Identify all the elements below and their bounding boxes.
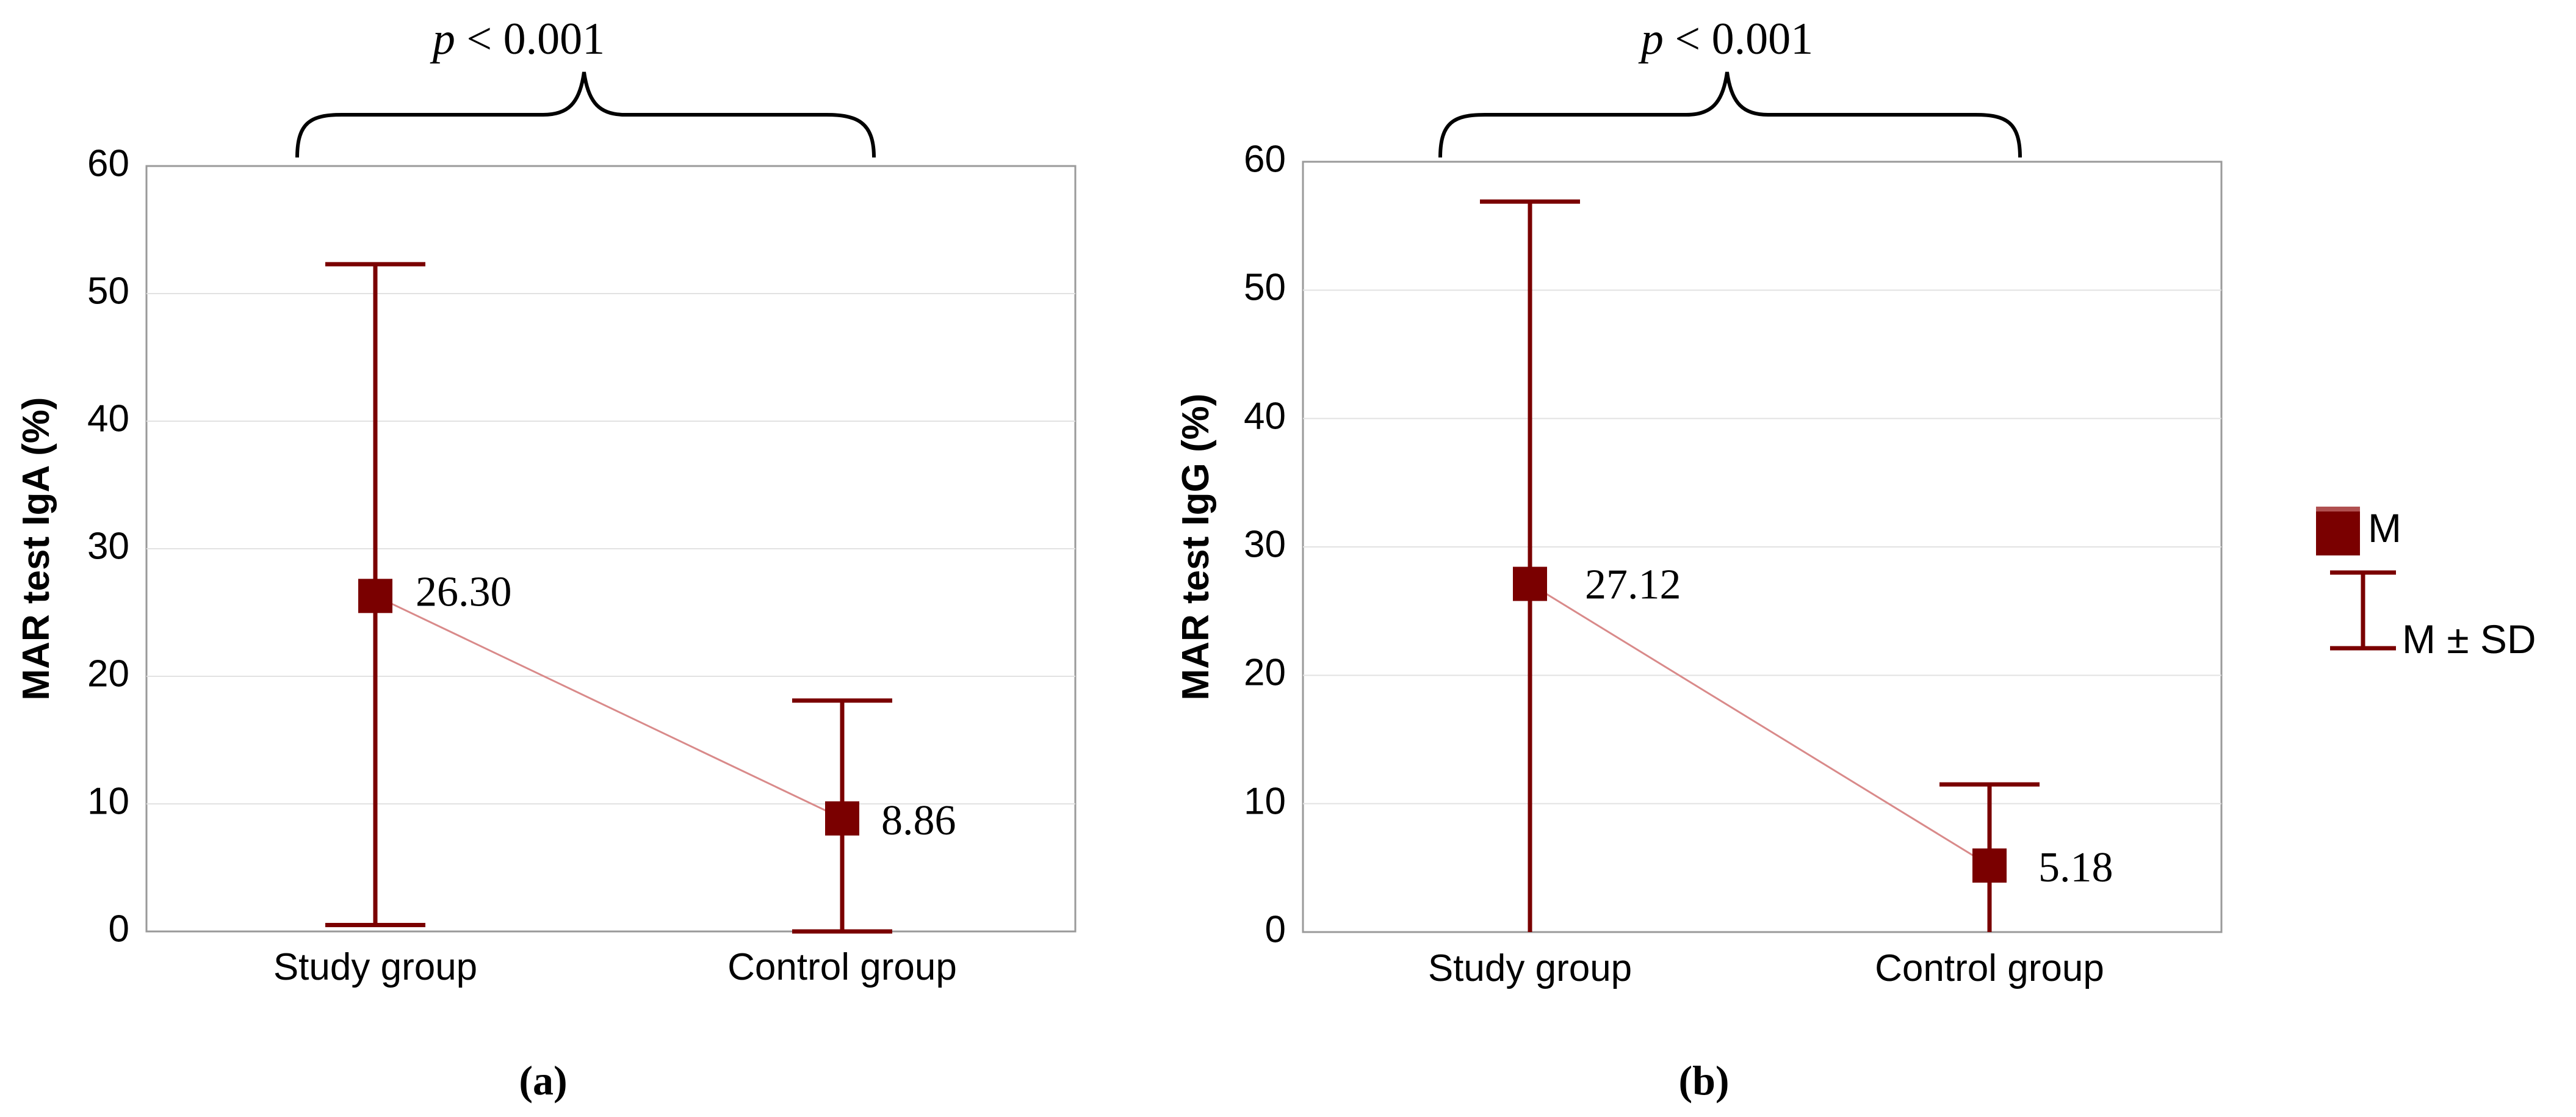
legend-mean-label: M [2368,505,2401,551]
y-tick-label: 50 [1244,266,1286,308]
y-tick-label: 0 [1265,908,1286,950]
y-tick-label: 20 [87,652,129,695]
panel-a: 0 10 20 30 40 50 60 MAR test IgA (%) Stu… [15,14,1077,1104]
x-tick-label: Control group [1875,947,2104,989]
y-tick-label: 20 [1244,651,1286,693]
y-tick-label: 10 [87,780,129,822]
y-tick-label: 30 [1244,523,1286,565]
mean-marker [1513,566,1547,601]
p-symbol: p [1638,14,1664,64]
significance-annotation: p < 0.001 [430,14,605,64]
mean-value-label: 8.86 [881,797,956,844]
x-tick-label: Study group [1428,947,1632,989]
mean-value-label: 27.12 [1585,562,1681,609]
mean-value-label: 5.18 [2038,844,2113,891]
y-tick-label: 40 [1244,395,1286,437]
y-axis-title: MAR test IgG (%) [1175,394,1217,701]
significance-brace [1438,71,2022,158]
grid-lines [1303,289,2221,804]
p-threshold: < 0.001 [455,14,605,64]
mean-marker [358,579,392,613]
error-bar-control-group: 5.18 [1939,782,2113,932]
error-bar-study-group: 27.12 [1480,199,1681,932]
y-axis-title: MAR test IgA (%) [15,397,57,700]
legend-mean-marker-highlight [2316,507,2360,512]
significance-annotation: p < 0.001 [1638,14,1813,64]
y-tick-labels: 0 10 20 30 40 50 60 [87,142,129,950]
panel-b: 0 10 20 30 40 50 60 MAR test IgG (%) Stu… [1175,14,2223,1104]
panel-label: (b) [1678,1057,1729,1104]
y-tick-label: 10 [1244,780,1286,822]
legend-mean-marker [2316,507,2360,555]
mean-value-label: 26.30 [416,568,512,615]
p-symbol: p [430,14,455,64]
x-tick-label: Control group [727,946,957,988]
error-bar-control-group: 8.86 [792,698,956,934]
y-tick-label: 30 [87,525,129,567]
panel-label: (a) [519,1057,567,1104]
y-tick-label: 60 [1244,138,1286,180]
mean-marker [825,801,859,836]
legend-sd-label: M ± SD [2402,616,2536,662]
y-tick-label: 0 [109,908,129,950]
mean-connector-line [375,595,843,820]
legend: M M ± SD [2316,505,2536,662]
y-tick-label: 40 [87,397,129,439]
y-tick-labels: 0 10 20 30 40 50 60 [1244,138,1286,950]
significance-brace [295,71,876,158]
x-tick-label: Study group [273,946,477,988]
error-bar-study-group: 26.30 [325,262,512,928]
y-tick-label: 50 [87,270,129,312]
y-tick-label: 60 [87,142,129,184]
mean-marker [1972,848,2007,883]
grid-lines [146,293,1075,804]
mean-connector-line [1529,583,1990,867]
p-threshold: < 0.001 [1664,14,1813,64]
